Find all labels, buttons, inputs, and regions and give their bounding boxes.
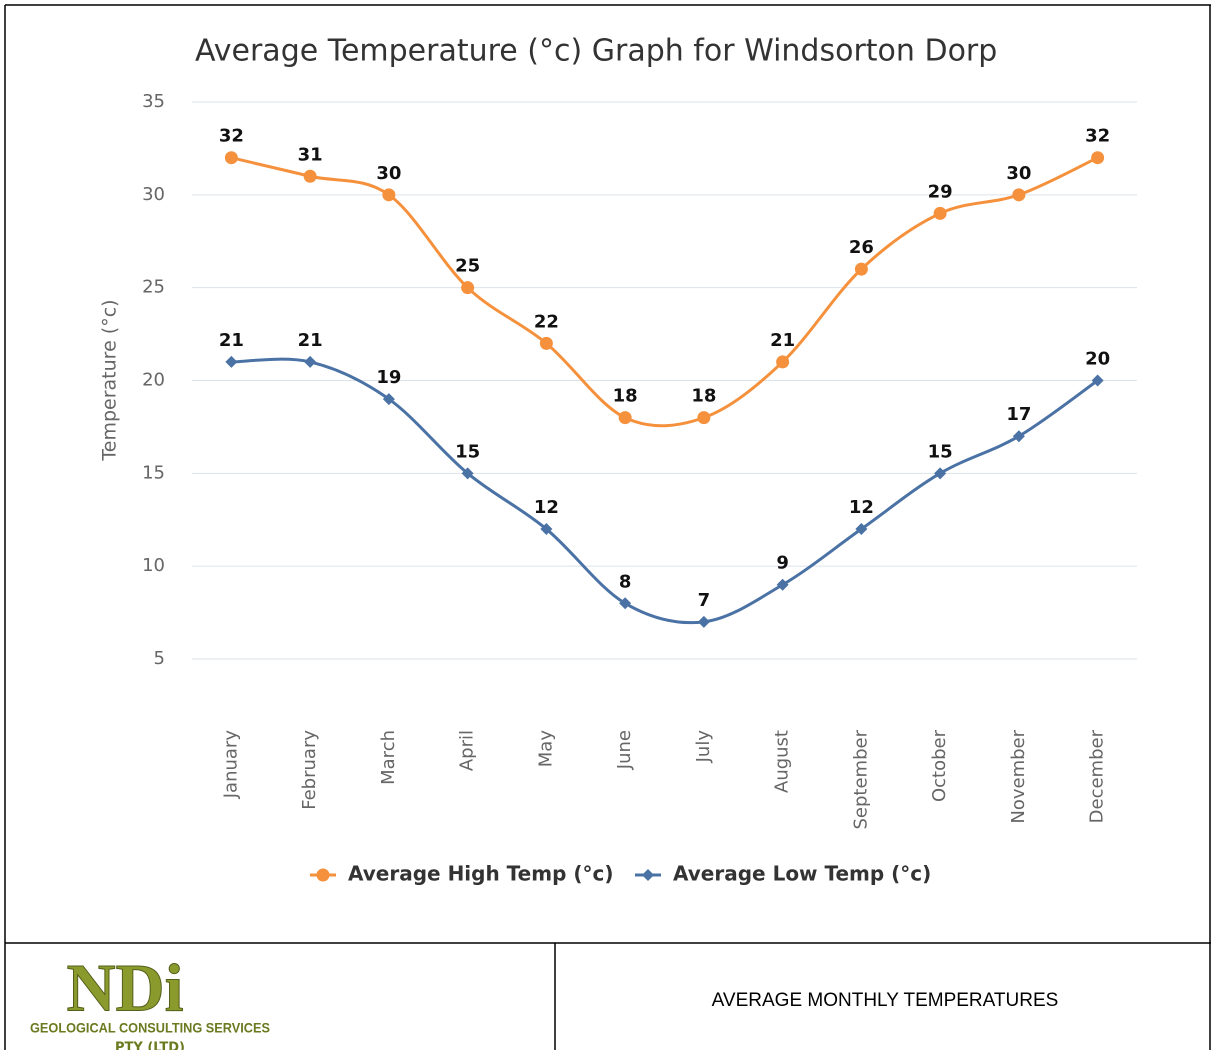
point <box>540 523 553 536</box>
x-tick-label: November <box>1008 729 1029 823</box>
point <box>382 188 396 202</box>
data-label: 18 <box>613 386 638 407</box>
point <box>934 467 947 480</box>
x-tick-label: March <box>378 730 399 785</box>
data-label: 25 <box>455 256 480 277</box>
data-label: 17 <box>1006 404 1031 425</box>
data-label: 29 <box>928 181 953 202</box>
point <box>642 869 654 881</box>
point <box>1012 188 1026 202</box>
point <box>776 578 789 591</box>
x-tick-label: January <box>220 730 241 800</box>
point <box>619 597 632 610</box>
data-label: 9 <box>776 553 789 574</box>
data-label: 21 <box>298 330 323 351</box>
point <box>316 868 330 882</box>
point <box>697 411 711 425</box>
x-tick-label: February <box>299 730 320 810</box>
data-label: 21 <box>770 330 795 351</box>
point <box>855 523 868 536</box>
data-label: 15 <box>455 441 480 462</box>
point <box>1091 151 1105 165</box>
y-tick-label: 25 <box>142 277 165 298</box>
point <box>539 336 553 350</box>
x-tick-label: September <box>850 729 871 829</box>
y-axis-title: Temperature (°c) <box>99 299 121 461</box>
x-tick-label: December <box>1087 729 1108 823</box>
y-tick-label: 15 <box>142 462 165 483</box>
y-tick-label: 20 <box>142 370 165 391</box>
x-tick-label: October <box>929 729 950 802</box>
data-label: 32 <box>1085 126 1110 147</box>
caption: AVERAGE MONTHLY TEMPERATURES <box>712 990 1059 1011</box>
point <box>303 169 317 183</box>
point <box>461 467 474 480</box>
logo-line2: PTY (LTD) <box>115 1041 185 1050</box>
point <box>933 206 947 220</box>
point <box>304 355 317 368</box>
series-line <box>231 357 1099 625</box>
data-label: 32 <box>219 126 244 147</box>
data-label: 12 <box>849 497 874 518</box>
data-label: 30 <box>1006 163 1031 184</box>
point <box>854 262 868 276</box>
point <box>461 281 475 295</box>
y-tick-label: 5 <box>154 648 165 669</box>
series-line <box>231 156 1099 428</box>
point <box>618 411 632 425</box>
data-label: 26 <box>849 237 874 258</box>
legend-label: Average High Temp (°c) <box>348 862 614 886</box>
point <box>225 355 238 368</box>
data-label: 21 <box>219 330 244 351</box>
point <box>1012 430 1025 443</box>
data-label: 7 <box>698 590 711 611</box>
y-tick-label: 35 <box>142 91 165 112</box>
x-tick-label: July <box>693 730 714 764</box>
data-label: 30 <box>376 163 401 184</box>
x-tick-label: August <box>772 730 793 793</box>
data-label: 18 <box>691 386 716 407</box>
x-tick-label: May <box>535 730 556 768</box>
point <box>224 151 238 165</box>
point <box>1091 374 1104 387</box>
point <box>697 615 710 628</box>
y-tick-label: 10 <box>142 555 165 576</box>
data-label: 15 <box>928 441 953 462</box>
y-tick-label: 30 <box>142 184 165 205</box>
x-tick-label: April <box>457 730 478 771</box>
data-label: 8 <box>619 571 632 592</box>
data-label: 19 <box>376 367 401 388</box>
logo-mark: NDi <box>66 950 183 1026</box>
chart-title: Average Temperature (°c) Graph for Winds… <box>195 34 997 69</box>
x-tick-label: June <box>614 730 635 770</box>
legend-label: Average Low Temp (°c) <box>673 862 931 886</box>
data-label: 22 <box>534 311 559 332</box>
data-label: 31 <box>298 144 323 165</box>
point <box>382 393 395 406</box>
data-label: 12 <box>534 497 559 518</box>
logo-line1: GEOLOGICAL CONSULTING SERVICES <box>30 1020 270 1036</box>
data-label: 20 <box>1085 349 1110 370</box>
point <box>776 355 790 369</box>
